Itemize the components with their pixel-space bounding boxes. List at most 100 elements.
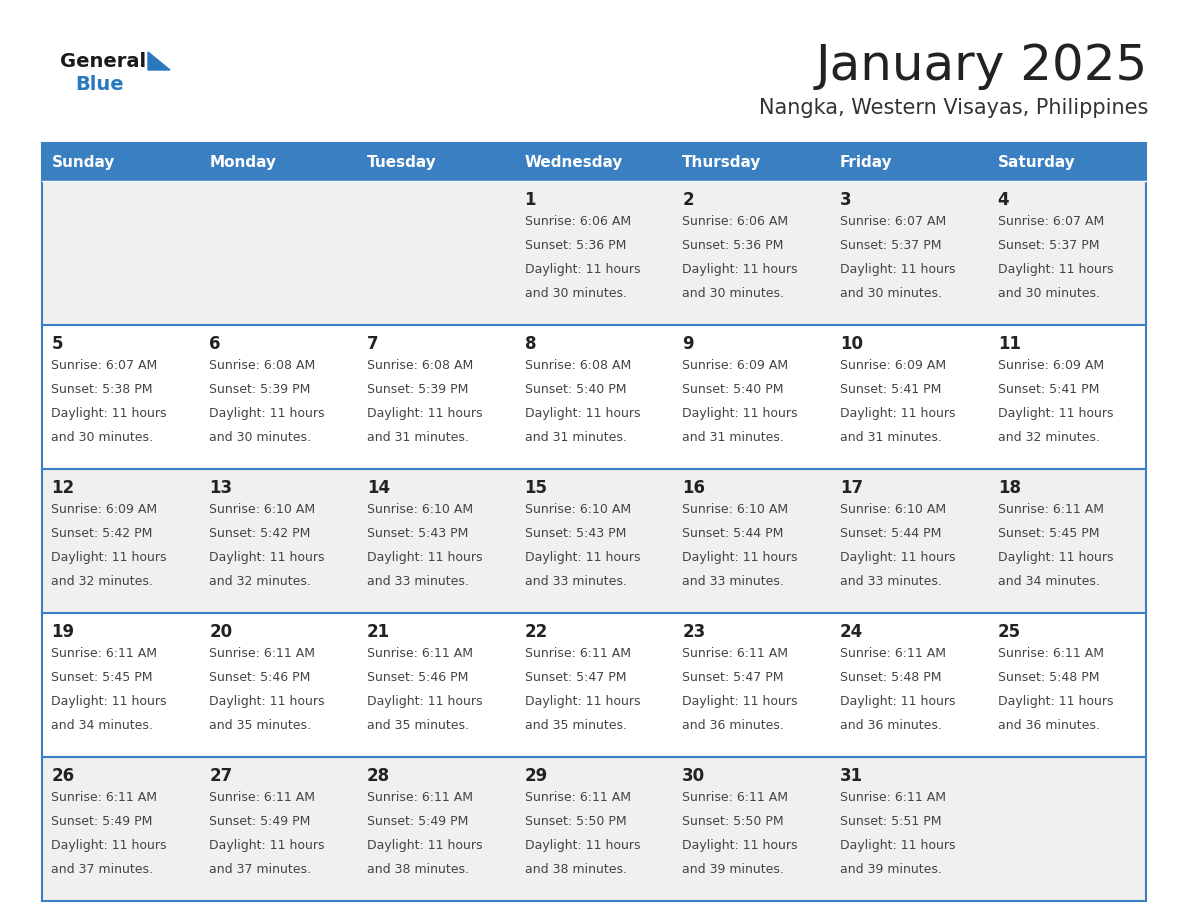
Bar (200, 143, 358, 181)
Text: and 35 minutes.: and 35 minutes. (209, 719, 311, 732)
Bar (672, 143, 830, 181)
Text: 23: 23 (682, 623, 706, 641)
Text: 16: 16 (682, 479, 706, 497)
Text: Monday: Monday (209, 154, 276, 170)
Text: Daylight: 11 hours: Daylight: 11 hours (209, 407, 324, 420)
Text: Daylight: 11 hours: Daylight: 11 hours (525, 695, 640, 708)
Text: Sunrise: 6:07 AM: Sunrise: 6:07 AM (840, 215, 947, 228)
Bar (42, 143, 200, 181)
Text: and 36 minutes.: and 36 minutes. (840, 719, 942, 732)
Text: Daylight: 11 hours: Daylight: 11 hours (682, 263, 798, 276)
Text: Sunrise: 6:11 AM: Sunrise: 6:11 AM (51, 647, 158, 660)
Text: Wednesday: Wednesday (525, 154, 623, 170)
Text: Sunrise: 6:10 AM: Sunrise: 6:10 AM (682, 503, 789, 516)
Text: General: General (61, 52, 146, 71)
Text: 14: 14 (367, 479, 390, 497)
Bar (830, 143, 988, 181)
Text: and 34 minutes.: and 34 minutes. (51, 719, 153, 732)
Text: Sunset: 5:36 PM: Sunset: 5:36 PM (525, 239, 626, 252)
Text: and 34 minutes.: and 34 minutes. (998, 575, 1100, 588)
Text: and 30 minutes.: and 30 minutes. (51, 431, 153, 444)
Text: and 39 minutes.: and 39 minutes. (682, 863, 784, 876)
Text: Daylight: 11 hours: Daylight: 11 hours (525, 263, 640, 276)
Text: Sunrise: 6:09 AM: Sunrise: 6:09 AM (998, 359, 1104, 372)
Text: and 30 minutes.: and 30 minutes. (682, 287, 784, 300)
Text: and 30 minutes.: and 30 minutes. (840, 287, 942, 300)
Text: Sunrise: 6:11 AM: Sunrise: 6:11 AM (840, 791, 946, 804)
Text: Thursday: Thursday (682, 154, 762, 170)
Text: Sunset: 5:51 PM: Sunset: 5:51 PM (840, 815, 942, 828)
Text: Sunset: 5:49 PM: Sunset: 5:49 PM (209, 815, 310, 828)
Text: Daylight: 11 hours: Daylight: 11 hours (51, 839, 168, 852)
Text: Daylight: 11 hours: Daylight: 11 hours (998, 551, 1113, 564)
Text: Daylight: 11 hours: Daylight: 11 hours (840, 839, 955, 852)
Text: Daylight: 11 hours: Daylight: 11 hours (840, 551, 955, 564)
Text: Sunrise: 6:11 AM: Sunrise: 6:11 AM (367, 647, 473, 660)
Text: 4: 4 (998, 191, 1010, 209)
Text: Sunset: 5:47 PM: Sunset: 5:47 PM (525, 671, 626, 684)
Text: Sunrise: 6:10 AM: Sunrise: 6:10 AM (525, 503, 631, 516)
Text: Daylight: 11 hours: Daylight: 11 hours (840, 407, 955, 420)
Text: and 38 minutes.: and 38 minutes. (525, 863, 626, 876)
Text: Daylight: 11 hours: Daylight: 11 hours (367, 839, 482, 852)
Text: 19: 19 (51, 623, 75, 641)
Text: Sunrise: 6:11 AM: Sunrise: 6:11 AM (525, 647, 631, 660)
Text: Daylight: 11 hours: Daylight: 11 hours (51, 695, 168, 708)
Text: Saturday: Saturday (998, 154, 1075, 170)
Text: Nangka, Western Visayas, Philippines: Nangka, Western Visayas, Philippines (759, 98, 1148, 118)
Text: Sunset: 5:41 PM: Sunset: 5:41 PM (998, 383, 1099, 396)
Text: Sunset: 5:50 PM: Sunset: 5:50 PM (525, 815, 626, 828)
Text: Sunrise: 6:07 AM: Sunrise: 6:07 AM (998, 215, 1104, 228)
Text: Daylight: 11 hours: Daylight: 11 hours (525, 407, 640, 420)
Text: Daylight: 11 hours: Daylight: 11 hours (51, 551, 168, 564)
Text: 3: 3 (840, 191, 852, 209)
Text: 21: 21 (367, 623, 390, 641)
Text: 12: 12 (51, 479, 75, 497)
Text: Sunset: 5:49 PM: Sunset: 5:49 PM (367, 815, 468, 828)
Text: Sunset: 5:48 PM: Sunset: 5:48 PM (998, 671, 1099, 684)
Bar (516, 143, 672, 181)
Text: Sunset: 5:39 PM: Sunset: 5:39 PM (367, 383, 468, 396)
Text: Daylight: 11 hours: Daylight: 11 hours (367, 551, 482, 564)
Text: and 35 minutes.: and 35 minutes. (525, 719, 626, 732)
Text: Sunset: 5:48 PM: Sunset: 5:48 PM (840, 671, 942, 684)
Text: Daylight: 11 hours: Daylight: 11 hours (367, 407, 482, 420)
Text: and 30 minutes.: and 30 minutes. (998, 287, 1100, 300)
Bar (988, 143, 1146, 181)
Text: Sunrise: 6:07 AM: Sunrise: 6:07 AM (51, 359, 158, 372)
Text: 15: 15 (525, 479, 548, 497)
Text: Daylight: 11 hours: Daylight: 11 hours (525, 551, 640, 564)
Text: Sunset: 5:43 PM: Sunset: 5:43 PM (367, 527, 468, 540)
Text: 24: 24 (840, 623, 864, 641)
Text: Sunrise: 6:11 AM: Sunrise: 6:11 AM (682, 647, 789, 660)
Text: Daylight: 11 hours: Daylight: 11 hours (209, 551, 324, 564)
Text: 26: 26 (51, 767, 75, 785)
Text: Daylight: 11 hours: Daylight: 11 hours (840, 263, 955, 276)
Text: Sunrise: 6:11 AM: Sunrise: 6:11 AM (525, 791, 631, 804)
Text: and 30 minutes.: and 30 minutes. (525, 287, 626, 300)
Text: and 35 minutes.: and 35 minutes. (367, 719, 469, 732)
Text: Sunrise: 6:06 AM: Sunrise: 6:06 AM (682, 215, 789, 228)
Text: 1: 1 (525, 191, 536, 209)
Text: Daylight: 11 hours: Daylight: 11 hours (840, 695, 955, 708)
Text: and 31 minutes.: and 31 minutes. (682, 431, 784, 444)
Text: and 33 minutes.: and 33 minutes. (682, 575, 784, 588)
Text: and 31 minutes.: and 31 minutes. (840, 431, 942, 444)
Text: Sunrise: 6:08 AM: Sunrise: 6:08 AM (367, 359, 473, 372)
Text: and 32 minutes.: and 32 minutes. (51, 575, 153, 588)
Text: 27: 27 (209, 767, 233, 785)
Text: and 32 minutes.: and 32 minutes. (209, 575, 311, 588)
Text: Daylight: 11 hours: Daylight: 11 hours (998, 263, 1113, 276)
Text: and 33 minutes.: and 33 minutes. (840, 575, 942, 588)
Text: 30: 30 (682, 767, 706, 785)
Text: Sunrise: 6:11 AM: Sunrise: 6:11 AM (840, 647, 946, 660)
Text: Sunset: 5:41 PM: Sunset: 5:41 PM (840, 383, 941, 396)
Text: Daylight: 11 hours: Daylight: 11 hours (998, 695, 1113, 708)
Text: Sunset: 5:50 PM: Sunset: 5:50 PM (682, 815, 784, 828)
Text: Sunset: 5:37 PM: Sunset: 5:37 PM (840, 239, 942, 252)
Text: January 2025: January 2025 (816, 42, 1148, 90)
Text: 13: 13 (209, 479, 233, 497)
Bar (42, 613, 1146, 757)
Bar (42, 325, 1146, 469)
Text: Sunrise: 6:08 AM: Sunrise: 6:08 AM (525, 359, 631, 372)
